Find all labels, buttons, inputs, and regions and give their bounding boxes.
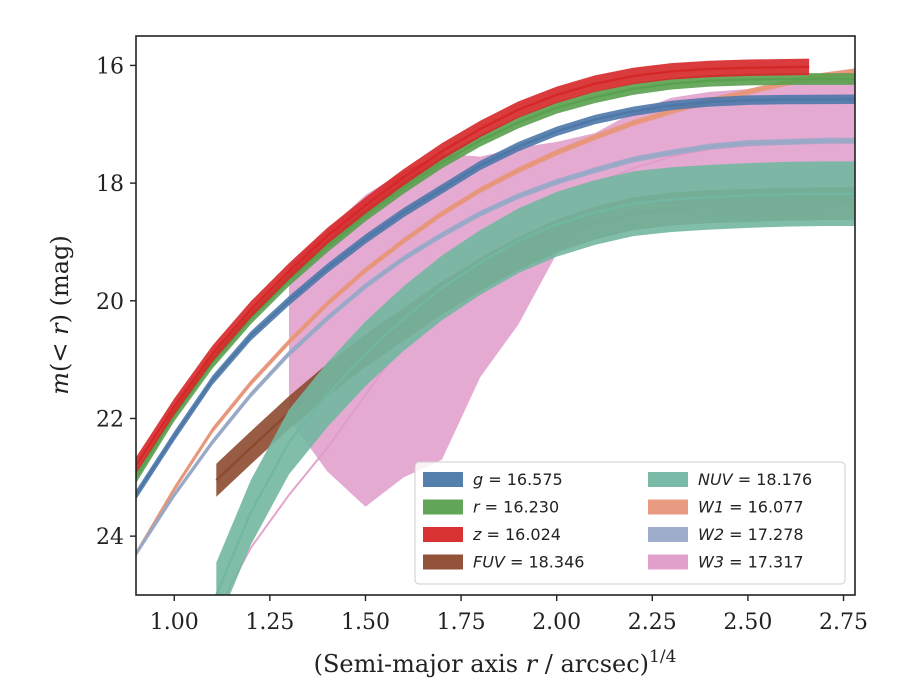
x-tick-label: 2.25 — [628, 610, 677, 635]
legend-item-nuv: NUV = 18.176 — [648, 470, 812, 489]
x-axis-title-text: / arcsec) — [537, 650, 649, 678]
x-tick-label: 2.50 — [723, 610, 772, 635]
legend-label-z: z = 16.024 — [472, 525, 561, 544]
legend-band: NUV — [698, 470, 734, 489]
legend-value: = 16.077 — [724, 498, 804, 517]
legend-swatch-w3 — [648, 554, 688, 570]
legend-swatch-fuv — [423, 554, 463, 570]
y-tick-label: 20 — [96, 290, 124, 315]
legend-item-w1: W1 = 16.077 — [648, 498, 804, 517]
legend-band: W3 — [698, 553, 724, 572]
legend-value: = 16.575 — [483, 470, 563, 489]
y-tick-label: 16 — [96, 54, 124, 79]
y-axis-title-var: r — [46, 322, 74, 335]
x-tick-label: 1.50 — [341, 610, 390, 635]
x-tick-label: 1.25 — [245, 610, 294, 635]
legend-band: W2 — [698, 525, 724, 544]
legend-band: W1 — [698, 498, 724, 517]
legend-item-fuv: FUV = 18.346 — [423, 553, 584, 572]
legend-item-w2: W2 = 17.278 — [648, 525, 804, 544]
legend-label-g: g = 16.575 — [473, 470, 563, 489]
x-tick-label: 1.75 — [437, 610, 486, 635]
legend-label-nuv: NUV = 18.176 — [698, 470, 812, 489]
y-axis-title-text: ) (mag) — [46, 235, 74, 323]
legend-swatch-r — [423, 499, 463, 515]
y-axis: 16 18 20 22 24 — [96, 54, 136, 550]
y-axis-title-var: m — [46, 372, 74, 395]
x-axis-title-pre: (Semi-major axis r / arcsec) — [314, 650, 649, 678]
y-tick-label: 24 — [96, 525, 124, 550]
legend-value: = 16.230 — [480, 498, 560, 517]
legend-swatch-w1 — [648, 499, 688, 515]
legend-item-r: r = 16.230 — [423, 498, 559, 517]
legend-item-w3: W3 = 17.317 — [648, 553, 804, 572]
legend-value: = 18.346 — [505, 553, 585, 572]
y-axis-title: m(< r) (mag) — [46, 235, 74, 395]
legend-band: r — [473, 498, 481, 517]
series-line-nuv — [215, 192, 855, 595]
y-axis-title-text: (< — [46, 335, 74, 372]
series-line-w1 — [136, 70, 855, 555]
legend-swatch-w2 — [648, 527, 688, 542]
legend-box — [414, 461, 846, 585]
series-line-g — [136, 98, 855, 496]
legend-value: = 17.317 — [724, 553, 804, 572]
legend-swatch-nuv — [648, 472, 688, 487]
legend-item-z: z = 16.024 — [423, 525, 561, 544]
x-tick-label: 2.00 — [532, 610, 581, 635]
legend-label-w2: W2 = 17.278 — [698, 525, 804, 544]
x-tick-label: 2.75 — [819, 610, 868, 635]
legend-swatch-g — [423, 472, 463, 487]
legend-item-g: g = 16.575 — [423, 470, 563, 489]
legend-band: g — [473, 470, 483, 489]
y-tick-label: 22 — [96, 407, 124, 432]
x-axis-title-var: r — [526, 650, 539, 678]
legend-swatch-z — [423, 527, 463, 542]
legend-label-w1: W1 = 16.077 — [698, 498, 804, 517]
x-axis-title-sup: 1/4 — [649, 647, 676, 667]
legend-value: = 16.024 — [481, 525, 561, 544]
series-band-w3 — [288, 68, 855, 507]
series-line-z — [136, 65, 810, 467]
legend-label-fuv: FUV = 18.346 — [473, 553, 584, 572]
legend-band: FUV — [473, 553, 506, 572]
series-band-z — [136, 58, 810, 474]
legend-label-w3: W3 = 17.317 — [698, 553, 804, 572]
legend-value: = 18.176 — [733, 470, 813, 489]
x-axis: 1.00 1.25 1.50 1.75 2.00 2.25 2.50 2.75 — [150, 595, 868, 635]
plot-area — [136, 58, 855, 595]
series-line-r — [136, 77, 855, 478]
legend-label-r: r = 16.230 — [473, 498, 559, 517]
series-line-w2 — [136, 139, 855, 555]
x-axis-title: (Semi-major axis r / arcsec)1/4 — [314, 647, 677, 678]
plot-frame — [135, 35, 856, 596]
x-tick-label: 1.00 — [150, 610, 199, 635]
x-axis-title-text: (Semi-major axis — [314, 650, 526, 678]
y-tick-label: 18 — [96, 172, 124, 197]
legend-value: = 17.278 — [724, 525, 804, 544]
legend-band: z — [472, 525, 482, 544]
